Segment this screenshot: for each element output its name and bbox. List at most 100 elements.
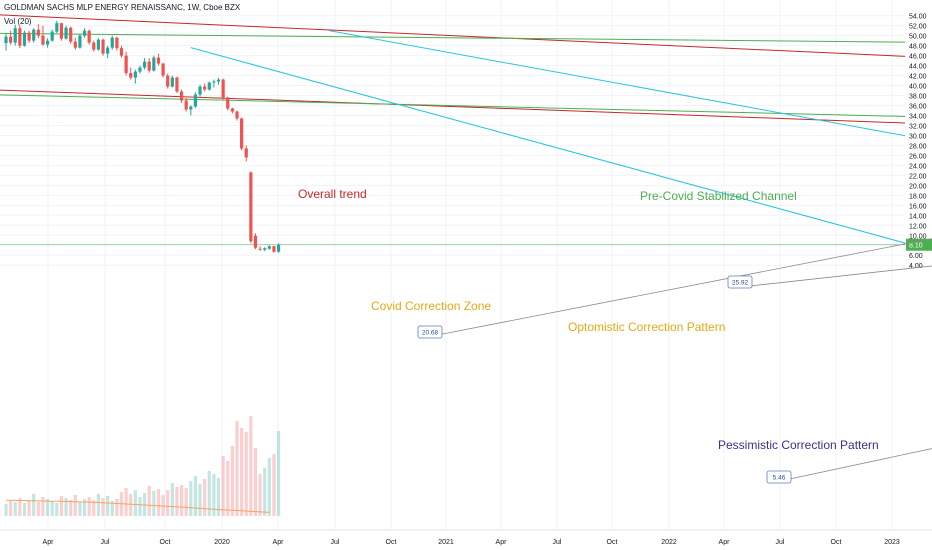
candle-body	[69, 27, 73, 42]
volume-bar	[189, 481, 193, 516]
volume-bar	[249, 416, 253, 516]
volume-bar	[18, 498, 22, 516]
volume-bar	[115, 499, 119, 516]
candle-body	[96, 39, 100, 50]
volume-bar	[267, 458, 271, 516]
time-tick-label: Apr	[719, 539, 731, 546]
green-channel-line	[0, 32, 932, 43]
price-tick-label: 36.00	[909, 104, 927, 111]
candle-body	[45, 40, 50, 45]
candle-body	[87, 30, 91, 43]
price-tick-label: 16.00	[909, 203, 927, 210]
volume-bar	[216, 478, 221, 516]
candle-body	[124, 55, 128, 74]
candle-body	[119, 48, 124, 56]
annotation-optimistic-pattern: Optomistic Correction Pattern	[568, 320, 725, 334]
volume-bar	[96, 494, 100, 516]
volume-bar	[59, 496, 64, 516]
volume-bar	[203, 479, 207, 516]
price-tick-label: 54.00	[909, 14, 927, 21]
price-axis-background	[905, 0, 932, 550]
candle-body	[36, 29, 40, 36]
volume-bar	[110, 501, 114, 516]
price-tick-label: 24.00	[909, 163, 927, 170]
price-tick-label: 10.00	[909, 233, 927, 240]
volume-bar	[50, 501, 54, 516]
annotation-overall-trend: Overall trend	[298, 187, 367, 201]
candle-body	[115, 37, 119, 49]
candle-body	[189, 106, 193, 110]
trendlines[interactable]	[0, 0, 932, 275]
price-tick-label: 18.00	[909, 193, 927, 200]
volume-bar	[101, 498, 105, 516]
volume-bar	[175, 487, 179, 516]
callout-20-68: 20.68	[422, 330, 439, 337]
time-tick-label: 2022	[661, 539, 677, 546]
candle-body	[170, 77, 174, 87]
candle-body	[212, 81, 216, 83]
candle-body	[226, 97, 230, 109]
candle-body	[13, 28, 17, 43]
candle-body	[4, 36, 8, 44]
volume-bar	[55, 503, 59, 516]
volume-bar	[161, 495, 165, 516]
volume-bar	[64, 498, 68, 516]
volume-bar	[133, 490, 137, 516]
price-tick-label: 42.00	[909, 74, 927, 81]
candle-body	[244, 148, 248, 158]
time-tick-label: Jul	[101, 539, 110, 546]
price-tick-label: 38.00	[909, 94, 927, 101]
time-tick-label: Jul	[776, 539, 785, 546]
candle-body	[198, 86, 202, 95]
candle-body	[276, 244, 281, 252]
volume-bar	[221, 456, 225, 516]
volume-bar	[258, 474, 262, 516]
volume-bar	[235, 421, 239, 516]
time-tick-label: Apr	[273, 539, 285, 546]
candle-body	[258, 248, 262, 250]
volume-bar	[230, 446, 234, 516]
time-tick-label: Apr	[496, 539, 508, 546]
volume-bar	[41, 497, 45, 516]
candle-body	[129, 73, 133, 78]
annotation-labels: Overall trend Pre-Covid Stabilized Chann…	[298, 187, 932, 484]
annotation-pre-covid-channel: Pre-Covid Stabilized Channel	[640, 189, 797, 203]
candle-body	[267, 246, 271, 249]
volume-bar	[253, 448, 258, 516]
callout-box	[766, 470, 792, 484]
candle-body	[59, 23, 64, 39]
candle-body	[82, 30, 87, 36]
grid	[0, 0, 905, 530]
callout-leader	[731, 265, 932, 289]
volume-bar	[207, 471, 211, 516]
candle-body	[147, 61, 151, 71]
candle-body	[106, 47, 110, 54]
candle-body	[9, 36, 13, 43]
volume-bar	[179, 485, 184, 516]
volume-bar	[87, 497, 91, 516]
time-tick-label: Oct	[607, 539, 618, 546]
candle-body	[263, 248, 267, 250]
candle-body	[221, 79, 225, 98]
current-price-marker	[906, 238, 932, 251]
cyan-channel-line	[190, 47, 932, 251]
volume-bar	[170, 483, 174, 516]
time-tick-label: Oct	[386, 539, 397, 546]
candle-body	[78, 35, 82, 48]
volume-bar	[32, 494, 36, 516]
price-tick-label: 46.00	[909, 54, 927, 61]
candle-body	[110, 37, 114, 48]
price-tick-label: 34.00	[909, 114, 927, 121]
candle-body	[216, 79, 221, 82]
current-price-label: 8.10	[909, 243, 923, 250]
volume-bar	[226, 461, 230, 516]
candle-body	[161, 63, 165, 76]
price-tick-label: 44.00	[909, 64, 927, 71]
candle-body	[240, 118, 244, 149]
volume-indicator-label: Vol (20)	[4, 17, 32, 26]
price-tick-label: 40.00	[909, 84, 927, 91]
volume-bar	[138, 497, 142, 516]
volume-bar	[152, 491, 156, 516]
candle-body	[73, 41, 77, 48]
